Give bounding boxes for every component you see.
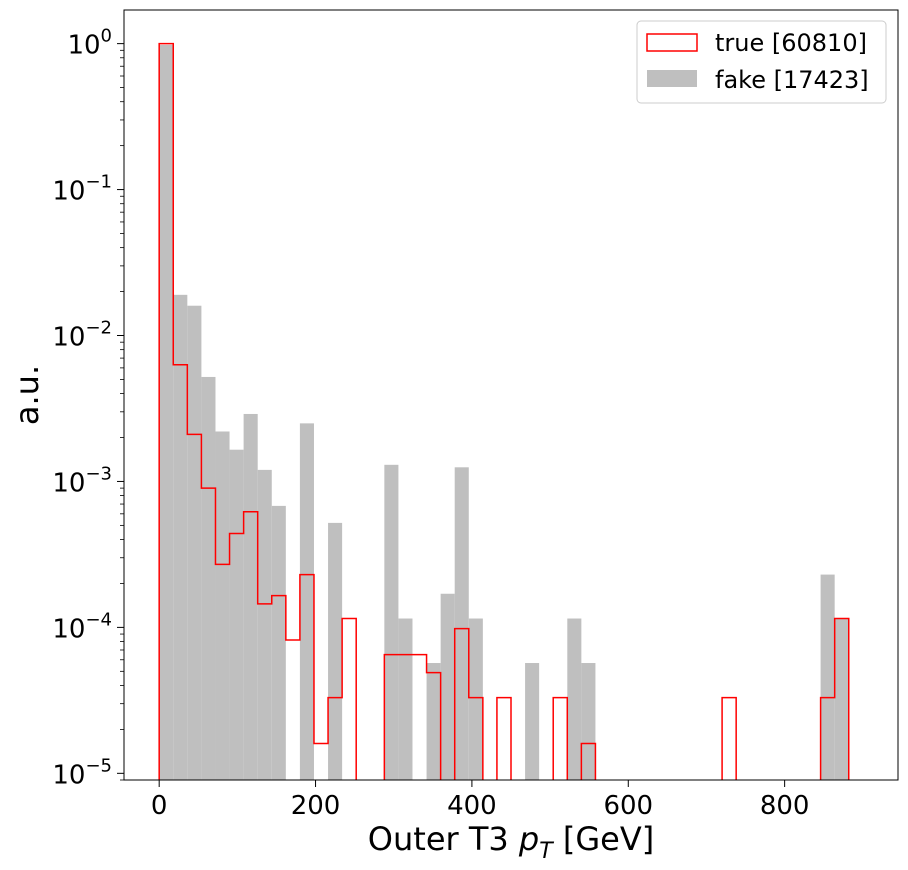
fake-bar — [328, 522, 343, 780]
fake-bar — [834, 618, 849, 780]
fake-bar — [173, 294, 188, 780]
fake-bar — [229, 449, 244, 780]
y-tick-label: 10−2 — [52, 318, 112, 353]
plot-frame — [123, 9, 899, 781]
y-tick-label: 10−4 — [52, 609, 112, 644]
y-tick-label: 10−3 — [52, 463, 112, 498]
x-tick-label: 600 — [603, 791, 653, 821]
fake-bar — [398, 618, 413, 780]
fake-bar — [454, 467, 469, 780]
fake-bar — [567, 618, 582, 780]
fake-bar — [187, 305, 202, 780]
fake-bar — [581, 663, 596, 780]
fake-bars — [159, 44, 849, 780]
y-axis: 10−5 10−4 10−3 10−2 10−1 100 — [52, 26, 124, 790]
fake-bar — [271, 505, 286, 780]
y-tick-label: 10−5 — [52, 755, 112, 790]
fake-bar — [820, 574, 835, 780]
x-tick-label: 400 — [447, 791, 497, 821]
fake-bar — [215, 431, 230, 780]
fake-bar — [525, 663, 540, 780]
legend-label-true: true [60810] — [715, 29, 867, 57]
x-tick-label: 800 — [760, 791, 810, 821]
fake-bar — [468, 618, 483, 780]
x-tick-label: 0 — [151, 791, 168, 821]
y-tick-label: 100 — [67, 26, 112, 61]
true-step-line — [158, 42, 850, 780]
legend-label-fake: fake [17423] — [715, 66, 869, 94]
y-tick-label: 10−1 — [52, 172, 112, 207]
fake-bar — [243, 413, 258, 780]
fake-bar — [159, 44, 174, 780]
fake-bar — [384, 464, 399, 780]
fake-bar — [201, 376, 216, 780]
x-axis: 0 200 400 600 800 — [151, 780, 810, 821]
legend-box — [636, 20, 887, 104]
legend-swatch-fake — [647, 70, 697, 87]
legend: true [60810] fake [17423] — [636, 20, 887, 104]
fake-bar — [257, 469, 272, 780]
legend-swatch-true — [646, 33, 698, 52]
x-tick-label: 200 — [291, 791, 341, 821]
x-axis-label: Outer T3 pT [GeV] — [368, 820, 654, 864]
y-axis-label: a.u. — [8, 365, 46, 425]
fake-bar — [440, 593, 455, 780]
fake-bar — [426, 663, 441, 780]
fake-bar — [299, 423, 314, 780]
